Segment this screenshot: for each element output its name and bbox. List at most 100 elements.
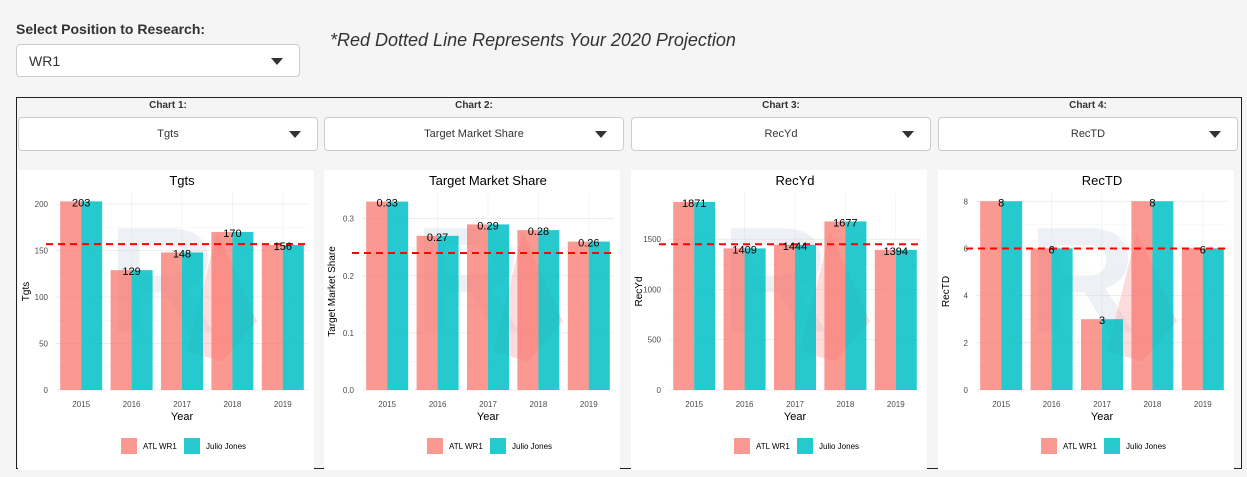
y-tick-label: 150	[35, 247, 49, 256]
bar-series1	[110, 270, 132, 390]
bars-group	[980, 201, 1224, 390]
y-axis-title: RecYd	[634, 276, 645, 306]
y-tick-label: 200	[35, 200, 49, 209]
data-label: 1394	[884, 246, 908, 258]
bar-series1	[980, 201, 1002, 390]
x-tick-label: 2019	[580, 400, 598, 409]
chart-title: Tgts	[169, 173, 195, 188]
bar-series2	[744, 248, 766, 390]
legend-label-series2: Julio Jones	[1126, 442, 1166, 451]
caret-down-icon	[1209, 131, 1221, 138]
legend: ATL WR1 Julio Jones	[734, 438, 859, 454]
bar-series2	[1102, 319, 1123, 390]
chart-cell-1: Chart 1: Tgts TgtsR203129148170156050100…	[18, 98, 318, 470]
chart-4-plot: RecTD R 8 6 3 8 6 0 2 4 6 8 2015 2016 2017 2018 2019 Year…	[938, 170, 1234, 470]
data-label: 8	[1149, 197, 1155, 209]
x-tick-label: 2019	[274, 400, 292, 409]
caret-down-icon	[271, 58, 283, 65]
x-axis-title: Year	[477, 411, 500, 423]
x-tick-label: 2016	[736, 400, 754, 409]
y-tick-label: 500	[648, 336, 662, 345]
bars-group	[366, 201, 610, 390]
bar-series2	[81, 201, 103, 390]
legend-label-series2: Julio Jones	[206, 442, 246, 451]
bar-series2	[694, 201, 716, 390]
y-tick-label: 0.0	[343, 386, 355, 395]
bar-series2	[538, 230, 560, 390]
x-tick-label: 2018	[224, 400, 242, 409]
chart-3-label: Chart 3:	[762, 100, 800, 111]
charts-panel: Chart 1: Tgts TgtsR203129148170156050100…	[16, 97, 1242, 470]
data-label: 6	[1049, 244, 1055, 256]
bar-series1	[211, 232, 233, 390]
chart-cell-4: Chart 4: RecTD RecTD R 8 6 3 8 6 0 2 4 6 8 2015 2016 2…	[938, 98, 1238, 470]
bar-series2	[282, 245, 304, 390]
chart-2-select[interactable]: Target Market Share	[324, 117, 624, 151]
data-label: 170	[223, 228, 241, 240]
data-label: 0.27	[427, 232, 448, 244]
bar-series2	[488, 224, 509, 390]
chart-1-select-value: Tgts	[157, 128, 179, 140]
x-tick-label: 2018	[530, 400, 548, 409]
bar-series1	[673, 201, 695, 390]
y-tick-label: 1500	[643, 235, 661, 244]
chart-3-select[interactable]: RecYd	[631, 117, 931, 151]
bar-series1	[824, 221, 846, 390]
projection-note: *Red Dotted Line Represents Your 2020 Pr…	[330, 30, 736, 50]
data-label: 0.28	[528, 226, 549, 238]
legend-label-series2: Julio Jones	[512, 442, 552, 451]
bar-series2	[1001, 201, 1023, 390]
bar-series1	[261, 245, 283, 390]
bar-series1	[366, 201, 388, 390]
x-tick-label: 2015	[72, 400, 90, 409]
legend-swatch-series1	[427, 438, 443, 454]
chart-1-label: Chart 1:	[149, 100, 187, 111]
data-label: 1409	[732, 244, 756, 256]
bars-group	[673, 201, 917, 390]
bar-series1	[774, 244, 795, 390]
bar-series1	[874, 249, 896, 390]
bar-series2	[232, 232, 254, 390]
legend: ATL WR1 Julio Jones	[121, 438, 246, 454]
bar-series1	[1181, 248, 1203, 390]
position-select[interactable]: WR1	[16, 44, 300, 77]
bar-series2	[131, 270, 153, 390]
x-tick-label: 2018	[1144, 400, 1162, 409]
bar-series2	[795, 244, 816, 390]
x-tick-label: 2016	[123, 400, 141, 409]
legend-label-series1: ATL WR1	[1063, 442, 1097, 451]
caret-down-icon	[595, 131, 607, 138]
bar-series2	[588, 241, 610, 390]
bar-series1	[517, 230, 539, 390]
y-tick-label: 1000	[643, 285, 661, 294]
chart-4-select[interactable]: RecTD	[938, 117, 1238, 151]
bar-series1	[467, 224, 488, 390]
chart-1-select[interactable]: Tgts	[18, 117, 318, 151]
x-axis-title: Year	[1091, 411, 1114, 423]
position-select-value: WR1	[29, 53, 61, 69]
chart-2-select-value: Target Market Share	[424, 128, 524, 140]
legend-swatch-series1	[734, 438, 750, 454]
bar-series2	[895, 249, 917, 390]
x-tick-label: 2019	[887, 400, 905, 409]
x-tick-label: 2016	[1043, 400, 1061, 409]
x-tick-label: 2017	[173, 400, 191, 409]
y-tick-label: 8	[964, 197, 969, 206]
x-tick-label: 2016	[429, 400, 447, 409]
y-axis-title: RecTD	[941, 276, 952, 307]
legend-swatch-series1	[1041, 438, 1057, 454]
chart-4-select-value: RecTD	[1070, 128, 1106, 140]
caret-down-icon	[289, 131, 301, 138]
y-tick-label: 2	[964, 339, 969, 348]
x-axis-title: Year	[784, 411, 807, 423]
bar-series1	[60, 201, 82, 390]
bar-series1	[1081, 319, 1102, 390]
x-tick-label: 2019	[1194, 400, 1212, 409]
legend-label-series2: Julio Jones	[819, 442, 859, 451]
y-tick-label: 0.1	[343, 329, 355, 338]
chart-3-select-value: RecYd	[764, 128, 798, 140]
bar-series2	[1152, 201, 1174, 390]
bar-series1	[723, 248, 745, 390]
bar-series2	[1051, 248, 1073, 390]
data-label: 0.29	[477, 220, 498, 232]
